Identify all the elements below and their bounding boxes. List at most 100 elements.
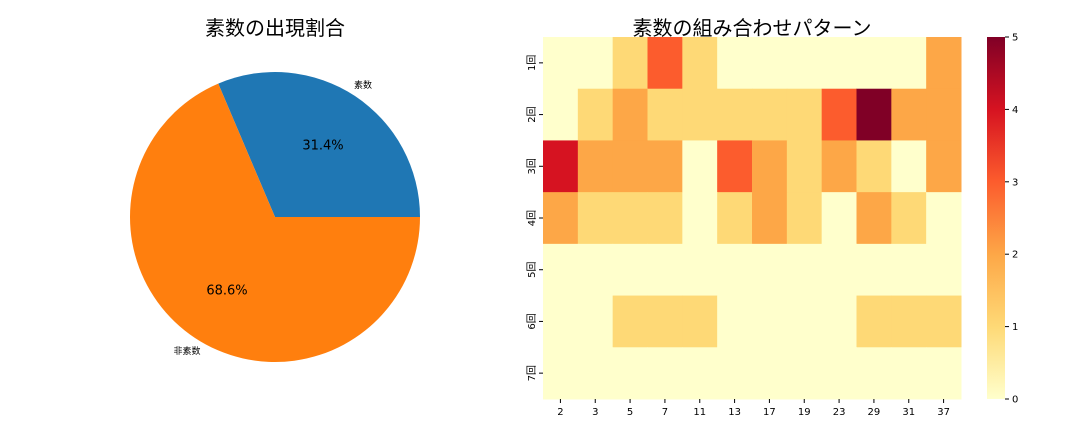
pie-pct-label: 68.6% <box>206 284 247 299</box>
x-tick-label: 2 <box>557 407 563 418</box>
heatmap-cell <box>612 140 648 193</box>
heatmap-cell <box>717 37 753 90</box>
heatmap-cell <box>543 37 579 90</box>
heatmap-cell <box>856 192 892 245</box>
pie-slice <box>129 83 420 363</box>
y-tick-label: 1回 <box>526 55 538 71</box>
heatmap-cell <box>752 37 788 90</box>
heatmap-cell <box>647 243 683 297</box>
heatmap-cell <box>612 295 648 348</box>
heatmap-cell <box>577 140 614 193</box>
heatmap-cell <box>926 243 962 297</box>
heatmap-cell <box>821 140 857 193</box>
heatmap-cell <box>856 347 892 400</box>
x-tick-label: 19 <box>798 407 811 418</box>
heatmap-cell <box>543 140 579 193</box>
colorbar <box>987 37 1005 399</box>
y-tick-label: 2回 <box>526 106 538 122</box>
pie-pct-label: 31.4% <box>302 138 343 153</box>
pie-label: 非素数 <box>174 345 201 357</box>
heatmap-cell <box>926 295 962 348</box>
x-tick-label: 11 <box>693 407 706 418</box>
heatmap-cell <box>891 243 927 297</box>
heatmap-cell <box>543 295 579 348</box>
y-tick-label: 3回 <box>526 158 538 174</box>
pie-label: 素数 <box>354 79 372 91</box>
heatmap-cell <box>786 140 823 193</box>
heatmap-cell <box>752 243 788 297</box>
heatmap-cell <box>926 192 962 245</box>
x-tick-label: 17 <box>763 407 776 418</box>
heatmap-cell <box>612 37 648 90</box>
colorbar-tick: 0 <box>1012 395 1018 406</box>
heatmap-cell <box>856 37 892 90</box>
heatmap-cell <box>821 37 857 90</box>
heatmap-cell <box>891 88 927 141</box>
heatmap-cell <box>786 295 823 348</box>
heatmap-cell <box>926 88 962 141</box>
heatmap-cell <box>543 88 579 141</box>
x-tick-label: 5 <box>627 407 633 418</box>
heatmap-cell <box>612 243 648 297</box>
colorbar-tick: 3 <box>1012 177 1018 188</box>
x-tick-label: 29 <box>868 407 881 418</box>
heatmap-cell <box>682 243 718 297</box>
heatmap-cell <box>717 88 753 141</box>
pie-title: 素数の出現割合 <box>205 16 345 40</box>
heatmap-cell <box>752 140 788 193</box>
x-tick-label: 7 <box>662 407 668 418</box>
heatmap-cell <box>786 88 823 141</box>
heatmap-cell <box>821 88 857 141</box>
heatmap-cell <box>543 192 579 245</box>
heatmap-cell <box>821 192 857 245</box>
heatmap-cell <box>891 37 927 90</box>
x-tick-label: 13 <box>728 407 741 418</box>
y-tick-label: 4回 <box>526 210 538 226</box>
heatmap-cell <box>647 347 683 400</box>
heatmap-cell <box>682 88 718 141</box>
heatmap-cell <box>682 295 718 348</box>
x-tick-label: 31 <box>902 407 915 418</box>
heatmap-cell <box>786 243 823 297</box>
heatmap-cell <box>612 347 648 400</box>
heatmap-cell <box>577 295 614 348</box>
heatmap-cell <box>821 243 857 297</box>
colorbar-tick: 1 <box>1012 322 1018 333</box>
y-tick-label: 5回 <box>526 262 538 278</box>
colorbar-tick: 5 <box>1012 33 1018 44</box>
heatmap-cell <box>717 243 753 297</box>
heatmap-cell <box>752 347 788 400</box>
colorbar-tick: 4 <box>1012 105 1018 116</box>
heatmap-cell <box>786 347 823 400</box>
heatmap-cell <box>752 192 788 245</box>
heatmap-cell <box>612 88 648 141</box>
heatmap-cell <box>682 347 718 400</box>
heatmap-cell <box>577 88 614 141</box>
heatmap-cell <box>717 295 753 348</box>
heatmap-cell <box>577 192 614 245</box>
heatmap-cell <box>647 140 683 193</box>
heatmap-cell <box>647 295 683 348</box>
heatmap-cell <box>856 243 892 297</box>
heatmap-cell <box>717 140 753 193</box>
heatmap-cell <box>786 37 823 90</box>
heatmap-cell <box>786 192 823 245</box>
heatmap-cell <box>612 192 648 245</box>
heatmap-cell <box>821 347 857 400</box>
heatmap-cell <box>577 243 614 297</box>
heatmap-cell <box>682 37 718 90</box>
y-tick-label: 6回 <box>526 313 538 329</box>
heatmap-cell <box>856 140 892 193</box>
heatmap-title: 素数の組み合わせパターン <box>632 16 872 40</box>
heatmap-cell <box>647 37 683 90</box>
colorbar-tick: 2 <box>1012 250 1018 261</box>
heatmap-cell <box>821 295 857 348</box>
x-tick-label: 23 <box>833 407 846 418</box>
heatmap-cell <box>752 295 788 348</box>
heatmap-cell <box>647 88 683 141</box>
y-tick-label: 7回 <box>526 365 538 381</box>
x-tick-label: 37 <box>937 407 950 418</box>
heatmap-cell <box>682 192 718 245</box>
heatmap-cell <box>856 295 892 348</box>
